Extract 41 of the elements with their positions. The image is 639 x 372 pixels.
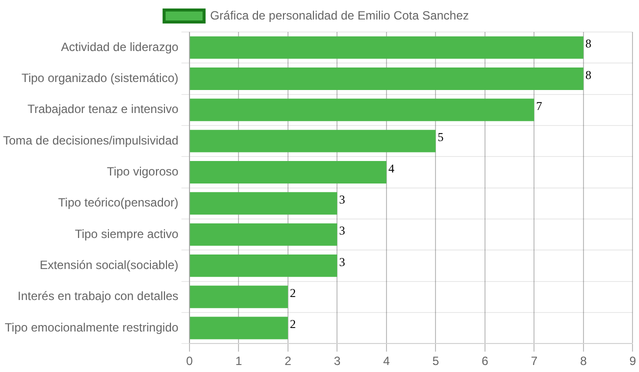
data-label: 3 xyxy=(339,254,346,269)
data-label: 5 xyxy=(438,130,444,144)
x-tick-label: 7 xyxy=(530,354,538,368)
y-tick-label: Tipo siempre activo xyxy=(74,226,179,241)
x-tick-label: 6 xyxy=(482,354,489,368)
bar xyxy=(190,36,584,59)
bar xyxy=(190,254,338,277)
data-label: 3 xyxy=(339,224,346,238)
bar xyxy=(190,286,288,308)
y-tick-label: Tipo teórico(pensador) xyxy=(58,196,178,210)
x-tick-label: 1 xyxy=(235,354,242,368)
data-label: 3 xyxy=(339,192,346,207)
y-tick-label: Toma de decisiones/impulsividad xyxy=(2,133,178,148)
x-tick-label: 5 xyxy=(432,354,440,368)
x-tick-label: 9 xyxy=(629,354,636,368)
data-label: 2 xyxy=(290,286,296,300)
bar xyxy=(190,223,338,246)
bar xyxy=(190,316,288,340)
legend-label: Gráfica de personalidad de Emilio Cota Sanchez xyxy=(210,8,469,22)
data-label: 2 xyxy=(290,317,296,332)
y-tick-label: Extensión social(sociable) xyxy=(40,258,178,272)
x-tick-label: 2 xyxy=(284,354,292,368)
bar xyxy=(190,98,534,122)
data-label: 8 xyxy=(585,68,592,82)
y-tick-label: Actividad de liderazgo xyxy=(61,40,179,54)
x-tick-label: 8 xyxy=(580,354,588,368)
y-tick-label: Trabajador tenaz e intensivo xyxy=(27,102,179,116)
y-tick-label: Tipo organizado (sistemático) xyxy=(21,71,178,86)
bar xyxy=(190,68,584,90)
x-tick-label: 0 xyxy=(186,354,194,368)
data-label: 4 xyxy=(388,161,394,176)
bar xyxy=(190,130,436,152)
x-tick-label: 4 xyxy=(383,354,390,368)
x-tick-label: 3 xyxy=(334,354,341,368)
y-tick-label: Tipo emocionalmente restringido xyxy=(4,320,179,334)
data-label: 7 xyxy=(536,99,542,114)
y-tick-label: Tipo vigoroso xyxy=(106,164,179,179)
y-tick-label: Interés en trabajo con detalles xyxy=(18,289,178,304)
data-label: 8 xyxy=(585,36,592,51)
bar xyxy=(190,192,338,215)
bar xyxy=(190,161,386,184)
